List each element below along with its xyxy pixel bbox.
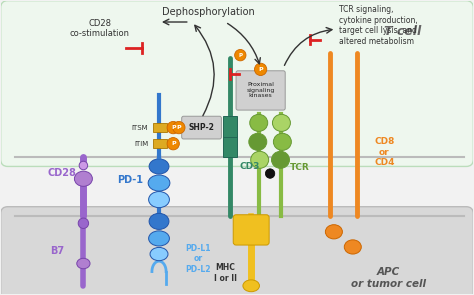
Ellipse shape	[149, 191, 169, 208]
Ellipse shape	[150, 248, 168, 261]
Text: TCR signaling,
cytokine production,
target cell lysis, and
altered metabolism: TCR signaling, cytokine production, targ…	[338, 5, 418, 46]
Text: P: P	[171, 141, 175, 146]
Text: P: P	[238, 53, 242, 58]
Bar	[153, 123, 167, 132]
Text: CD8
or
CD4: CD8 or CD4	[374, 137, 394, 167]
Ellipse shape	[74, 171, 92, 186]
Text: APC
or tumor cell: APC or tumor cell	[351, 267, 426, 289]
Text: TCR: TCR	[290, 163, 310, 172]
Text: P: P	[171, 125, 175, 130]
Ellipse shape	[272, 151, 290, 168]
Ellipse shape	[149, 213, 169, 230]
Text: ITSM: ITSM	[131, 124, 148, 131]
FancyBboxPatch shape	[233, 215, 269, 245]
Text: SHP-2: SHP-2	[189, 123, 215, 132]
Ellipse shape	[251, 151, 269, 168]
Text: CD3: CD3	[239, 162, 260, 171]
Ellipse shape	[273, 114, 291, 131]
FancyBboxPatch shape	[182, 116, 221, 139]
Ellipse shape	[273, 133, 292, 150]
Circle shape	[255, 63, 267, 76]
Text: CD28
co-stimulation: CD28 co-stimulation	[70, 19, 130, 38]
Text: P: P	[176, 125, 181, 130]
Ellipse shape	[250, 114, 268, 131]
Ellipse shape	[77, 258, 90, 269]
Bar	[153, 139, 167, 148]
Ellipse shape	[149, 159, 169, 174]
Circle shape	[167, 137, 179, 150]
Text: MHC
I or II: MHC I or II	[214, 263, 237, 283]
Bar	[223, 116, 237, 137]
Circle shape	[235, 50, 246, 61]
Text: PD-1: PD-1	[117, 175, 143, 185]
Ellipse shape	[265, 169, 275, 178]
Text: CD28: CD28	[48, 168, 77, 178]
FancyBboxPatch shape	[236, 71, 285, 110]
Ellipse shape	[149, 231, 169, 246]
Text: P: P	[258, 67, 263, 72]
Circle shape	[173, 122, 185, 134]
Text: Dephosphorylation: Dephosphorylation	[162, 7, 255, 17]
Ellipse shape	[249, 133, 267, 150]
Ellipse shape	[148, 175, 170, 191]
FancyBboxPatch shape	[0, 207, 474, 295]
Ellipse shape	[325, 225, 342, 239]
Text: PD-L1
or
PD-L2: PD-L1 or PD-L2	[185, 244, 210, 274]
Ellipse shape	[78, 218, 89, 229]
Ellipse shape	[79, 161, 88, 170]
Text: ITIM: ITIM	[134, 141, 148, 147]
Text: B7: B7	[50, 246, 64, 256]
FancyBboxPatch shape	[0, 1, 474, 166]
Bar	[223, 136, 237, 157]
Text: Proximal
signaling
kinases: Proximal signaling kinases	[246, 82, 275, 99]
Circle shape	[167, 122, 179, 134]
Ellipse shape	[243, 280, 259, 292]
Text: T cell: T cell	[384, 25, 421, 38]
Ellipse shape	[344, 240, 361, 254]
